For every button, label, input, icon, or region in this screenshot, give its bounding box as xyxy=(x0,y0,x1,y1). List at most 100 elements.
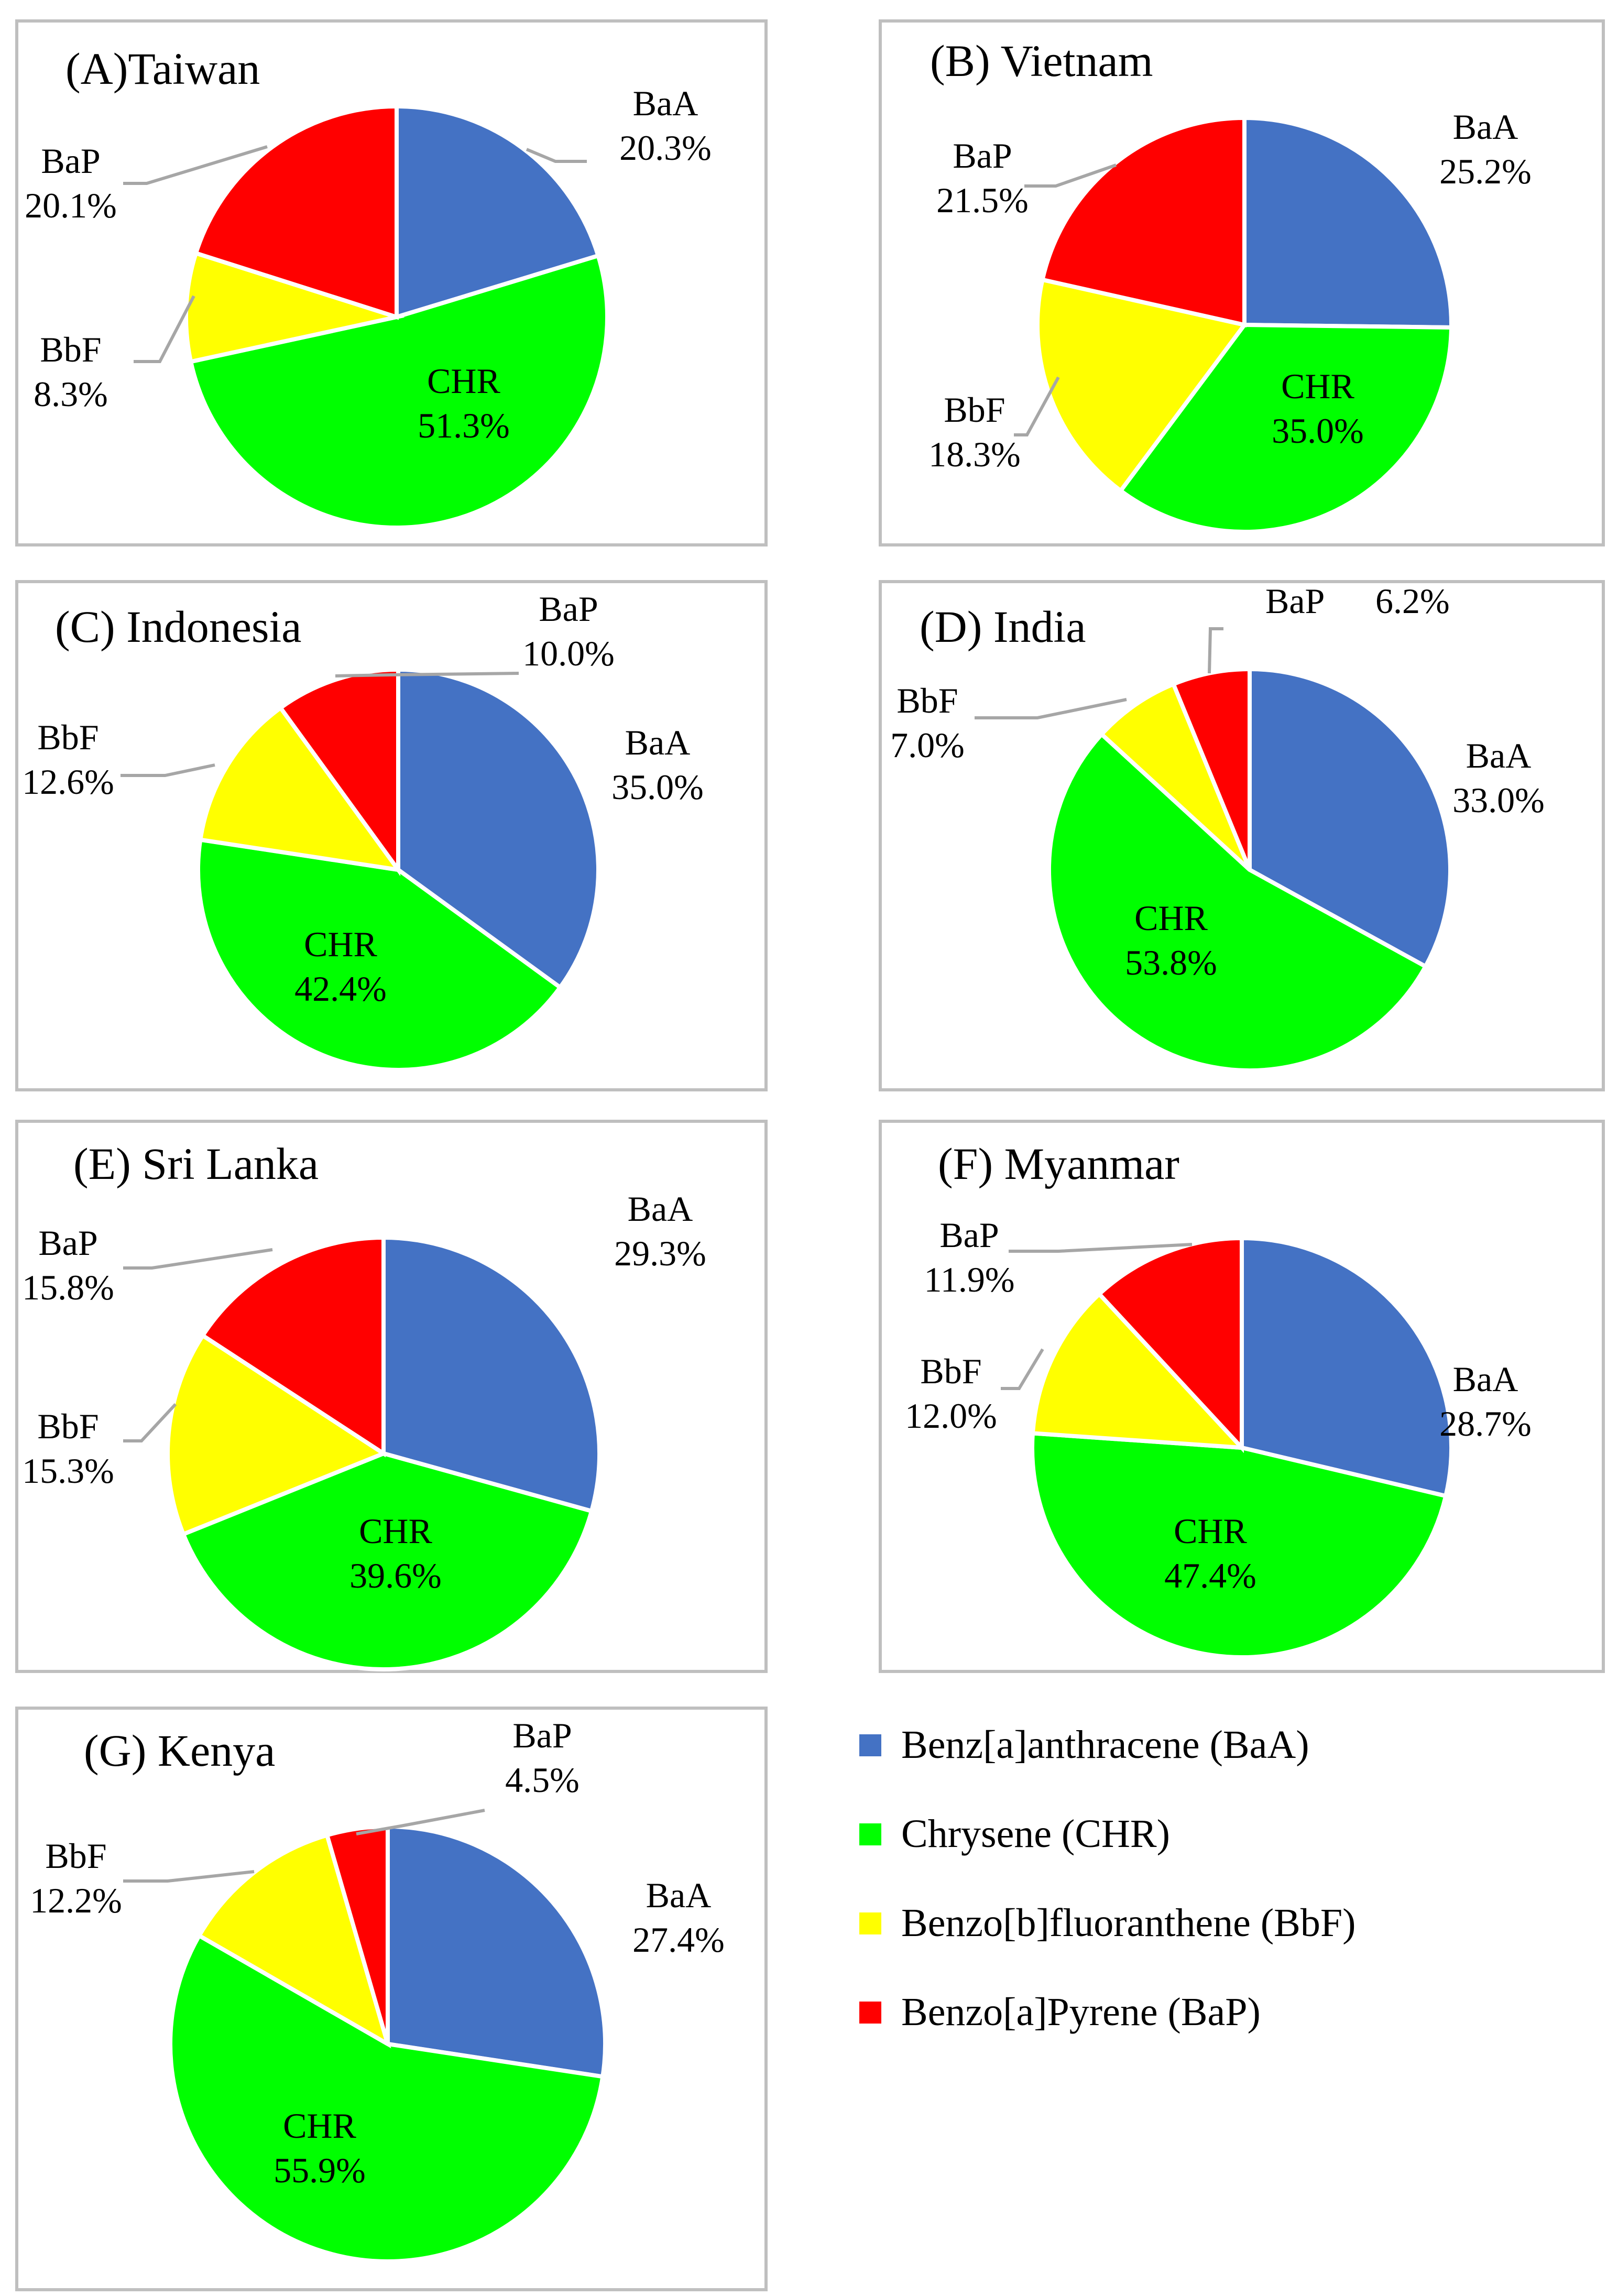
slice-value-label: 25.2% xyxy=(1439,151,1532,191)
slice-value-label: 47.4% xyxy=(1164,1556,1256,1595)
slice-value-label: 35.0% xyxy=(1272,411,1364,451)
pie-slice-bbf xyxy=(198,705,403,873)
slice-value-label: 6.2% xyxy=(1375,581,1450,621)
pie-slice-bbf xyxy=(1035,277,1248,494)
leader-line xyxy=(123,145,268,185)
slice-value-label: 21.5% xyxy=(936,180,1029,220)
slice-name-label: BbF xyxy=(40,330,101,369)
slice-name-label: BaA xyxy=(1453,1359,1518,1399)
pie-slice-baa xyxy=(381,1235,602,1514)
slice-name-label: CHR xyxy=(1174,1511,1247,1551)
leader-line xyxy=(1024,163,1117,188)
pie-slice-bbf xyxy=(1098,681,1252,871)
slice-name-label: CHR xyxy=(1281,366,1354,406)
pie-panel-d-india: (D) India BaA 33.0% CHR 53.8% BbF 7.0% BaP 6.2% xyxy=(879,580,1605,1091)
slice-name-label: BbF xyxy=(897,681,958,720)
slice-name-label: BaA xyxy=(646,1875,712,1915)
pie-slice-baa xyxy=(396,667,600,991)
slice-name-label: CHR xyxy=(359,1511,432,1551)
slice-value-label: 42.4% xyxy=(294,969,387,1009)
slice-value-label: 7.0% xyxy=(890,725,965,765)
legend-swatch-baa xyxy=(859,1734,881,1756)
pie-title: (E) Sri Lanka xyxy=(73,1139,319,1189)
slice-name-label: BaP xyxy=(41,141,100,181)
slice-name-label: BaP xyxy=(38,1223,97,1263)
slice-name-label: BaA xyxy=(1453,107,1518,147)
slice-name-label: BaP xyxy=(953,136,1012,176)
slice-name-label: BbF xyxy=(920,1351,981,1391)
legend-label-bbf: Benzo[b]fluoranthene (BbF) xyxy=(901,1901,1355,1945)
slice-name-label: BaP xyxy=(539,589,598,629)
legend: Benz[a]anthracene (BaA) Chrysene (CHR) Ben… xyxy=(859,1723,1355,2034)
pie-slice-chr xyxy=(1030,1431,1449,1659)
slice-value-label: 28.7% xyxy=(1439,1404,1532,1444)
legend-label-baa: Benz[a]anthracene (BaA) xyxy=(901,1723,1309,1767)
slice-value-label: 51.3% xyxy=(418,406,510,445)
slice-value-label: 20.1% xyxy=(25,185,117,225)
slice-name-label: BbF xyxy=(37,1406,99,1446)
slice-value-label: 12.2% xyxy=(30,1880,122,1920)
slice-value-label: 39.6% xyxy=(349,1556,442,1595)
pie-slice-baa xyxy=(1242,115,1453,330)
pie-panel-c-indonesia: (C) Indonesia BaA 35.0% CHR 42.4% BbF 12.6% BaP… xyxy=(15,580,768,1091)
slice-name-label: BaP xyxy=(1265,581,1325,621)
pie-slice-bap xyxy=(1040,115,1247,327)
slice-value-label: 33.0% xyxy=(1452,780,1545,820)
pie-slice-chr xyxy=(180,1451,594,1671)
leader-line xyxy=(526,148,587,163)
pie-slice-bbf xyxy=(184,250,405,364)
leader-line xyxy=(335,672,519,677)
pie-title: (D) India xyxy=(920,602,1086,652)
slice-value-label: 15.3% xyxy=(22,1451,114,1491)
pie-title: (G) Kenya xyxy=(84,1725,275,1776)
pie-slice-baa xyxy=(1248,666,1452,969)
slice-value-label: 20.3% xyxy=(619,128,712,168)
slice-value-label: 12.0% xyxy=(905,1396,997,1436)
slice-name-label: CHR xyxy=(304,924,377,964)
pie-title: (F) Myanmar xyxy=(938,1139,1179,1189)
leader-line xyxy=(123,1870,255,1883)
pie-title: (A)Taiwan xyxy=(65,43,260,94)
pie-slice-chr xyxy=(168,1932,605,2264)
leader-line xyxy=(1014,376,1060,436)
pie-slice-bap xyxy=(277,667,400,877)
slice-value-label: 11.9% xyxy=(924,1260,1014,1299)
pie-slice-chr xyxy=(1047,731,1429,1073)
slice-value-label: 53.8% xyxy=(1125,943,1217,982)
slice-value-label: 8.3% xyxy=(34,374,108,414)
pie-slice-chr xyxy=(188,253,609,530)
slice-value-label: 10.0% xyxy=(522,633,615,673)
pie-slice-bap xyxy=(200,1235,386,1458)
slice-name-label: BaA xyxy=(633,83,698,123)
legend-swatch-chr xyxy=(859,1823,881,1845)
pie-slice-bap xyxy=(193,104,399,320)
slice-name-label: BaP xyxy=(512,1715,572,1755)
leader-line xyxy=(1009,1243,1193,1253)
slice-name-label: CHR xyxy=(283,2106,356,2146)
leader-line xyxy=(356,1809,485,1835)
slice-name-label: CHR xyxy=(1134,898,1208,938)
legend-label-bap: Benzo[a]Pyrene (BaP) xyxy=(901,1990,1261,2034)
leader-line xyxy=(134,295,195,363)
pie-slice-baa xyxy=(395,104,601,320)
pie-title: (B) Vietnam xyxy=(930,36,1153,86)
pie-slice-baa xyxy=(1240,1236,1453,1499)
leader-line xyxy=(123,1403,177,1442)
slice-name-label: BaP xyxy=(939,1215,999,1255)
pie-slice-bap xyxy=(324,1824,390,2045)
leader-line xyxy=(123,1248,273,1270)
slice-name-label: BaA xyxy=(628,1189,693,1229)
slice-value-label: 12.6% xyxy=(22,762,114,802)
legend-swatch-bbf xyxy=(859,1912,881,1934)
slice-value-label: 18.3% xyxy=(928,434,1021,474)
slice-value-label: 15.8% xyxy=(22,1267,114,1307)
legend-label-chr: Chrysene (CHR) xyxy=(901,1812,1170,1856)
slice-value-label: 27.4% xyxy=(632,1920,725,1960)
leader-line xyxy=(1001,1348,1044,1390)
slice-name-label: CHR xyxy=(427,361,500,401)
slice-value-label: 4.5% xyxy=(505,1760,580,1800)
